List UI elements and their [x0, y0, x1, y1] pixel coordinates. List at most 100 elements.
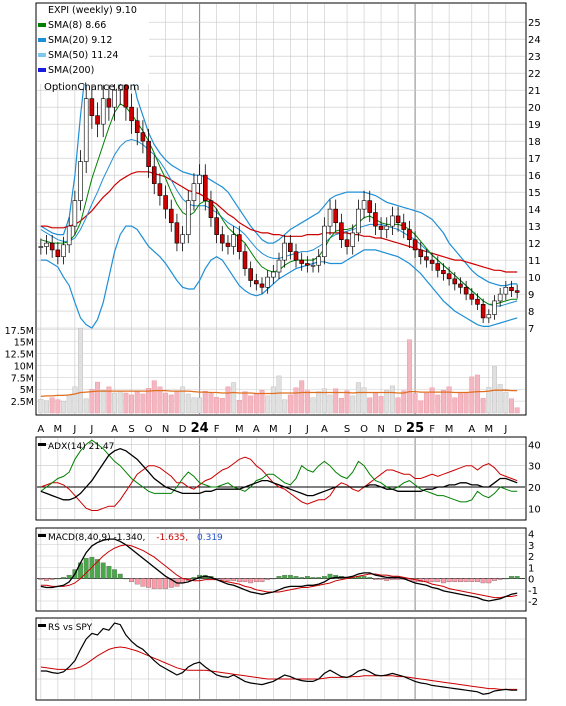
adx-panel-frame [35, 436, 527, 521]
volume-bar [429, 387, 435, 414]
legend-entry: SMA(20) 9.12 [48, 35, 112, 46]
price-tick-label: 23 [528, 52, 541, 63]
candle-body [134, 120, 140, 133]
price-tick-label: 18 [528, 137, 541, 148]
volume-tick-label: 10M [14, 361, 34, 372]
candle-body [452, 278, 458, 285]
macd-histogram-bar [480, 578, 486, 584]
candle-body [208, 200, 214, 218]
candle-body [333, 208, 338, 224]
macd-histogram-bar [475, 578, 480, 583]
candle-body [497, 293, 503, 302]
macd-histogram-bar [304, 576, 310, 579]
volume-bar [242, 391, 248, 414]
volume-bar [304, 390, 310, 414]
macd-histogram-bar [219, 578, 225, 580]
volume-bar [259, 389, 265, 414]
candle-body [412, 239, 418, 251]
macd-histogram-bar [231, 578, 237, 581]
volume-bar [202, 390, 208, 414]
volume-bar [327, 394, 333, 414]
candle-body [220, 234, 225, 244]
candle-body [237, 234, 242, 252]
macd-histogram-bar [509, 576, 514, 579]
candle-body [429, 259, 435, 264]
volume-bar [282, 399, 288, 414]
rs-lines [40, 622, 518, 695]
volume-bar [49, 397, 55, 414]
volume-tick-label: 2.5M [11, 397, 34, 408]
volume-bar [197, 397, 203, 414]
macd-histogram-bar [446, 578, 452, 583]
volume-bar [412, 393, 418, 414]
macd-tick-label: 3 [528, 541, 534, 552]
macd-tick-label: 0 [528, 575, 534, 586]
volume-bar [106, 386, 112, 414]
volume-bar [225, 386, 231, 414]
volume-tick-label: 17.5M [5, 326, 34, 337]
candle-body [259, 283, 265, 288]
volume-bar [333, 388, 339, 414]
macd-histogram-bar [49, 578, 55, 580]
volume-bar [146, 388, 152, 414]
candle-body [61, 244, 66, 258]
price-tick-label: 21 [528, 86, 541, 97]
macd-histogram-bar [287, 574, 293, 579]
volume-bar [316, 391, 322, 414]
x-tick-label: S [344, 424, 350, 435]
candle-body [100, 98, 106, 125]
rs-panel-frame [35, 617, 527, 701]
adx-tick-label: 30 [528, 462, 541, 473]
volume-tick-label: 7.5M [11, 373, 34, 384]
volume-bar [287, 394, 293, 414]
volume-bar [384, 389, 390, 414]
candle-body [168, 208, 174, 224]
volume-tick-label: 5M [20, 385, 34, 396]
x-tick-label: N [162, 424, 169, 435]
price-tick-label: 19 [528, 120, 541, 131]
price-panel-frame [35, 2, 527, 416]
candle-body [401, 222, 407, 230]
volume-bar [231, 382, 237, 414]
candle-body [248, 268, 253, 281]
candle-body [509, 287, 514, 292]
candle-body [373, 212, 378, 227]
volume-bar [134, 391, 140, 414]
adx-legend-swatch [38, 443, 46, 446]
macd-histogram-bar [66, 574, 72, 579]
macd-histogram-bar [299, 577, 305, 579]
candle-body [305, 263, 310, 266]
candle-body [185, 200, 191, 235]
candle-body [191, 183, 197, 201]
candle-body [123, 84, 129, 108]
volume-bar [401, 390, 407, 414]
price-tick-label: 7 [528, 324, 534, 335]
candle-body [225, 242, 231, 247]
macd-legend: MACD(8,40,9) -1.340, -1.635, 0.319 [48, 533, 223, 543]
macd-histogram-bar [378, 578, 384, 580]
volume-bar [168, 394, 174, 414]
volume-bar [406, 339, 412, 414]
x-tick-label: A [37, 424, 44, 435]
volume-bar [44, 400, 49, 414]
volume-bar [355, 382, 361, 414]
volume-bar [440, 389, 446, 414]
x-tick-label: 25 [406, 421, 424, 436]
volume-bar [452, 397, 458, 414]
candle-body [106, 98, 112, 108]
x-tick-label: J [72, 424, 76, 435]
macd-histogram-bar [95, 559, 100, 579]
candle-body [231, 234, 236, 247]
x-tick-label: 24 [191, 421, 209, 436]
macd-tick-label: -1 [528, 586, 538, 597]
x-tick-label: O [360, 424, 368, 435]
adx-tick-label: 20 [528, 483, 541, 494]
price-tick-label: 14 [528, 205, 541, 216]
volume-bar [248, 395, 254, 414]
price-tick-label: 11 [528, 256, 541, 267]
rs-line [40, 622, 518, 695]
macd-histogram-bar [225, 578, 231, 581]
volume-bar [299, 380, 305, 414]
candle-body [310, 264, 316, 267]
macd-histogram-bar [129, 578, 134, 583]
